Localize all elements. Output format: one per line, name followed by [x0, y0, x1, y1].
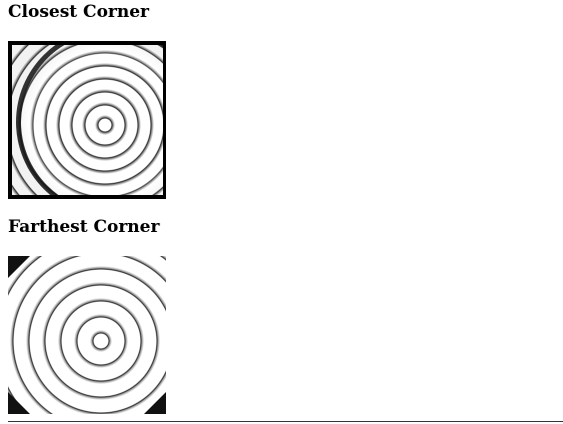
bottom-divider — [8, 421, 563, 422]
farthest-corner-bottom-right-wedge — [144, 392, 166, 414]
farthest-corner-heading: Farthest Corner — [8, 217, 160, 237]
closest-corner-gradient-box — [8, 41, 166, 199]
farthest-corner-bottom-left-wedge — [8, 392, 30, 414]
farthest-corner-gradient-box — [8, 256, 166, 414]
farthest-corner-top-left-wedge — [8, 256, 30, 278]
closest-corner-heading: Closest Corner — [8, 2, 150, 22]
closest-corner-outer-ring — [16, 45, 163, 195]
